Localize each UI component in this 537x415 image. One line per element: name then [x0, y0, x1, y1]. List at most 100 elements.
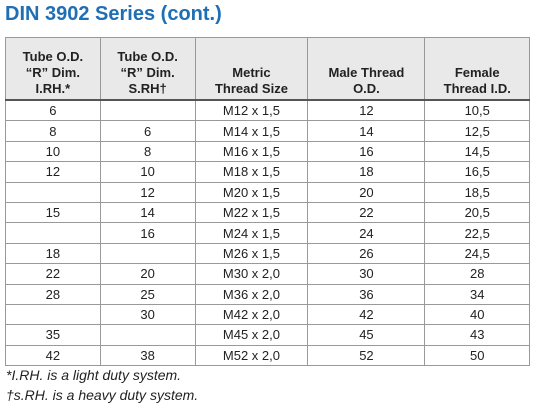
- table-cell: M12 x 1,5: [194, 99, 309, 122]
- table-cell: 20,5: [424, 201, 530, 224]
- footnote: †s.RH. is a heavy duty system.: [6, 387, 199, 403]
- table-cell: 25: [99, 283, 196, 305]
- table-cell: 14,5: [424, 140, 530, 163]
- footnote: *I.RH. is a light duty system.: [6, 367, 182, 383]
- table-row: 18 M26 x 1,5 26 24,5: [5, 242, 530, 265]
- table-cell: M30 x 2,0: [194, 263, 309, 285]
- header-row: Tube O.D. “R” Dim. I.RH.* Tube O.D. “R” Dim.…: [5, 37, 530, 101]
- table-cell: 45: [307, 324, 426, 346]
- table-cell: 24,5: [424, 242, 530, 265]
- table-cell: 20: [99, 263, 196, 285]
- header-line: “R” Dim.: [120, 65, 175, 80]
- table-cell: M36 x 2,0: [194, 283, 309, 305]
- header-line: O.D.: [353, 81, 380, 96]
- table-row: 12 10 M18 x 1,5 18 16,5: [5, 161, 530, 183]
- header-line: Thread Size: [214, 81, 288, 96]
- table-cell: 12: [5, 161, 101, 183]
- table-cell: [5, 303, 101, 326]
- table-cell: 22: [5, 263, 101, 285]
- table-row: 8 6 M14 x 1,5 14 12,5: [5, 120, 530, 142]
- table-cell: [5, 222, 101, 244]
- table-row: 28 25 M36 x 2,0 36 34: [5, 283, 530, 305]
- table-cell: 18: [307, 161, 426, 183]
- table-cell: 10: [5, 140, 101, 163]
- column-header: Metric Thread Size: [194, 37, 309, 101]
- table-cell: 36: [307, 283, 426, 305]
- title: DIN 3902 Series (cont.): [5, 3, 222, 25]
- table-cell: M45 x 2,0: [194, 324, 309, 346]
- table-row: 10 8 M16 x 1,5 16 14,5: [5, 140, 530, 163]
- table-cell: 14: [99, 201, 196, 224]
- header-line: Female: [454, 65, 500, 80]
- table-cell: M20 x 1,5: [194, 181, 309, 203]
- table-cell: 30: [99, 303, 196, 326]
- table-cell: M24 x 1,5: [194, 222, 309, 244]
- table-cell: 22,5: [424, 222, 530, 244]
- table-cell: 28: [424, 263, 530, 285]
- header-line: Thread I.D.: [443, 81, 511, 96]
- table-cell: M16 x 1,5: [194, 140, 309, 163]
- table-cell: 42: [5, 344, 101, 367]
- table-cell: 16: [99, 222, 196, 244]
- header-line: Tube O.D.: [22, 49, 84, 64]
- table-cell: 10,5: [424, 99, 530, 122]
- table-cell: 38: [99, 344, 196, 367]
- table-cell: [99, 324, 196, 346]
- table-cell: [99, 99, 196, 122]
- table-cell: 50: [424, 344, 530, 367]
- table-cell: 12: [307, 99, 426, 122]
- table-cell: 16: [307, 140, 426, 163]
- table-cell: 35: [5, 324, 101, 346]
- header-line: Male Thread: [328, 65, 405, 80]
- table-cell: 16,5: [424, 161, 530, 183]
- table-cell: 12: [99, 181, 196, 203]
- table-cell: 12,5: [424, 120, 530, 142]
- table-cell: 8: [99, 140, 196, 163]
- table-cell: 28: [5, 283, 101, 305]
- table-cell: 15: [5, 201, 101, 224]
- table-cell: M22 x 1,5: [194, 201, 309, 224]
- table-row: 16 M24 x 1,5 24 22,5: [5, 222, 530, 244]
- table-row: 30 M42 x 2,0 42 40: [5, 303, 530, 326]
- column-header: Tube O.D. “R” Dim. I.RH.*: [5, 37, 101, 101]
- header-line: “R” Dim.: [25, 65, 80, 80]
- header-line: Tube O.D.: [117, 49, 178, 64]
- table-cell: 30: [307, 263, 426, 285]
- table-cell: 43: [424, 324, 530, 346]
- table-row: 12 M20 x 1,5 20 18,5: [5, 181, 530, 203]
- table-cell: 18: [5, 242, 101, 265]
- table-cell: 6: [5, 99, 101, 122]
- table-cell: 10: [99, 161, 196, 183]
- header-line: Metric: [232, 65, 271, 80]
- table-cell: M14 x 1,5: [194, 120, 309, 142]
- table-cell: 6: [99, 120, 196, 142]
- table-cell: M42 x 2,0: [194, 303, 309, 326]
- table-cell: 22: [307, 201, 426, 224]
- header-line: I.RH.*: [35, 81, 71, 96]
- table-row: 35 M45 x 2,0 45 43: [5, 324, 530, 346]
- table-cell: 40: [424, 303, 530, 326]
- column-header: Male Thread O.D.: [307, 37, 426, 101]
- table-row: 15 14 M22 x 1,5 22 20,5: [5, 201, 530, 224]
- table-body: 6 M12 x 1,5 12 10,5 8 6 M14 x 1,5 14 12,5 10 8 M16 …: [5, 99, 530, 367]
- table-cell: M18 x 1,5: [194, 161, 309, 183]
- table-cell: M26 x 1,5: [194, 242, 309, 265]
- table-cell: 20: [307, 181, 426, 203]
- thread-table: Tube O.D. “R” Dim. I.RH.* Tube O.D. “R” Dim.…: [5, 37, 530, 367]
- table-cell: 8: [5, 120, 101, 142]
- table-cell: 52: [307, 344, 426, 367]
- table-cell: 42: [307, 303, 426, 326]
- header-line: S.RH†: [128, 81, 167, 96]
- table-row: 42 38 M52 x 2,0 52 50: [5, 344, 530, 367]
- table-cell: 14: [307, 120, 426, 142]
- column-header: Tube O.D. “R” Dim. S.RH†: [99, 37, 196, 101]
- table-cell: 18,5: [424, 181, 530, 203]
- table-row: 6 M12 x 1,5 12 10,5: [5, 99, 530, 122]
- table-cell: 24: [307, 222, 426, 244]
- table-cell: 26: [307, 242, 426, 265]
- table-cell: [5, 181, 101, 203]
- table-cell: M52 x 2,0: [194, 344, 309, 367]
- column-header: Female Thread I.D.: [424, 37, 530, 101]
- table-row: 22 20 M30 x 2,0 30 28: [5, 263, 530, 285]
